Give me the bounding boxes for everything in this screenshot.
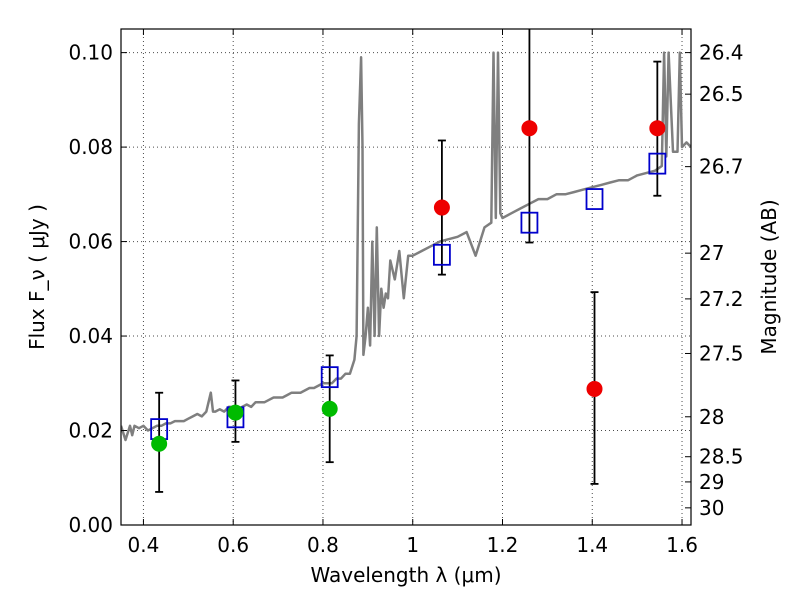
- model-square: [585, 188, 604, 210]
- model-square: [648, 152, 667, 175]
- y-tick-label: 0.04: [68, 324, 113, 348]
- axis-ticks: 0.4 0.6 0.8 1 1.2 1.4 1.6 0.00 0.02 0.04 0.06 0.08 0…: [68, 29, 744, 557]
- y2-tick-label: 30: [699, 496, 724, 520]
- red-point: [433, 199, 450, 216]
- y2-tick-label: 26.5: [699, 82, 744, 106]
- y2-tick-label: 27.2: [699, 287, 744, 311]
- detection-point: [321, 400, 338, 417]
- y2-axis-title: Magnitude (AB): [757, 199, 781, 354]
- y2-tick-label: 26.4: [699, 41, 744, 65]
- red-point: [586, 380, 603, 397]
- x-tick-label: 1.6: [666, 533, 698, 557]
- x-tick-label: 1: [406, 533, 419, 557]
- y2-tick-label: 29: [699, 470, 724, 494]
- x-tick-label: 0.6: [217, 533, 249, 557]
- y2-tick-label: 27: [699, 241, 724, 265]
- model-square: [520, 211, 539, 234]
- x-tick-label: 1.4: [576, 533, 608, 557]
- y2-tick-label: 27.5: [699, 341, 744, 365]
- x-tick-label: 0.4: [128, 533, 160, 557]
- y-tick-label: 0.06: [68, 230, 113, 254]
- detection-point: [151, 435, 168, 452]
- y-tick-label: 0.00: [68, 513, 113, 537]
- plot-area: [121, 29, 691, 493]
- model-square: [433, 243, 451, 266]
- y2-tick-label: 28.5: [699, 445, 744, 469]
- x-axis-title: Wavelength λ (μm): [310, 563, 501, 587]
- model-square: [320, 366, 339, 389]
- red-point: [521, 120, 538, 137]
- y-tick-label: 0.10: [68, 41, 113, 65]
- y-tick-label: 0.02: [68, 419, 113, 443]
- y-tick-label: 0.08: [68, 135, 113, 159]
- sed-line: [121, 51, 691, 442]
- y2-tick-label: 26.7: [699, 155, 744, 179]
- plot-frame: [120, 28, 692, 526]
- red-point: [649, 120, 666, 137]
- x-tick-label: 1.2: [487, 533, 519, 557]
- detection-point: [227, 404, 244, 421]
- y-axis-title: Flux F_ν ( μJy ): [25, 204, 49, 350]
- x-tick-label: 0.8: [307, 533, 339, 557]
- y2-tick-label: 28: [699, 405, 724, 429]
